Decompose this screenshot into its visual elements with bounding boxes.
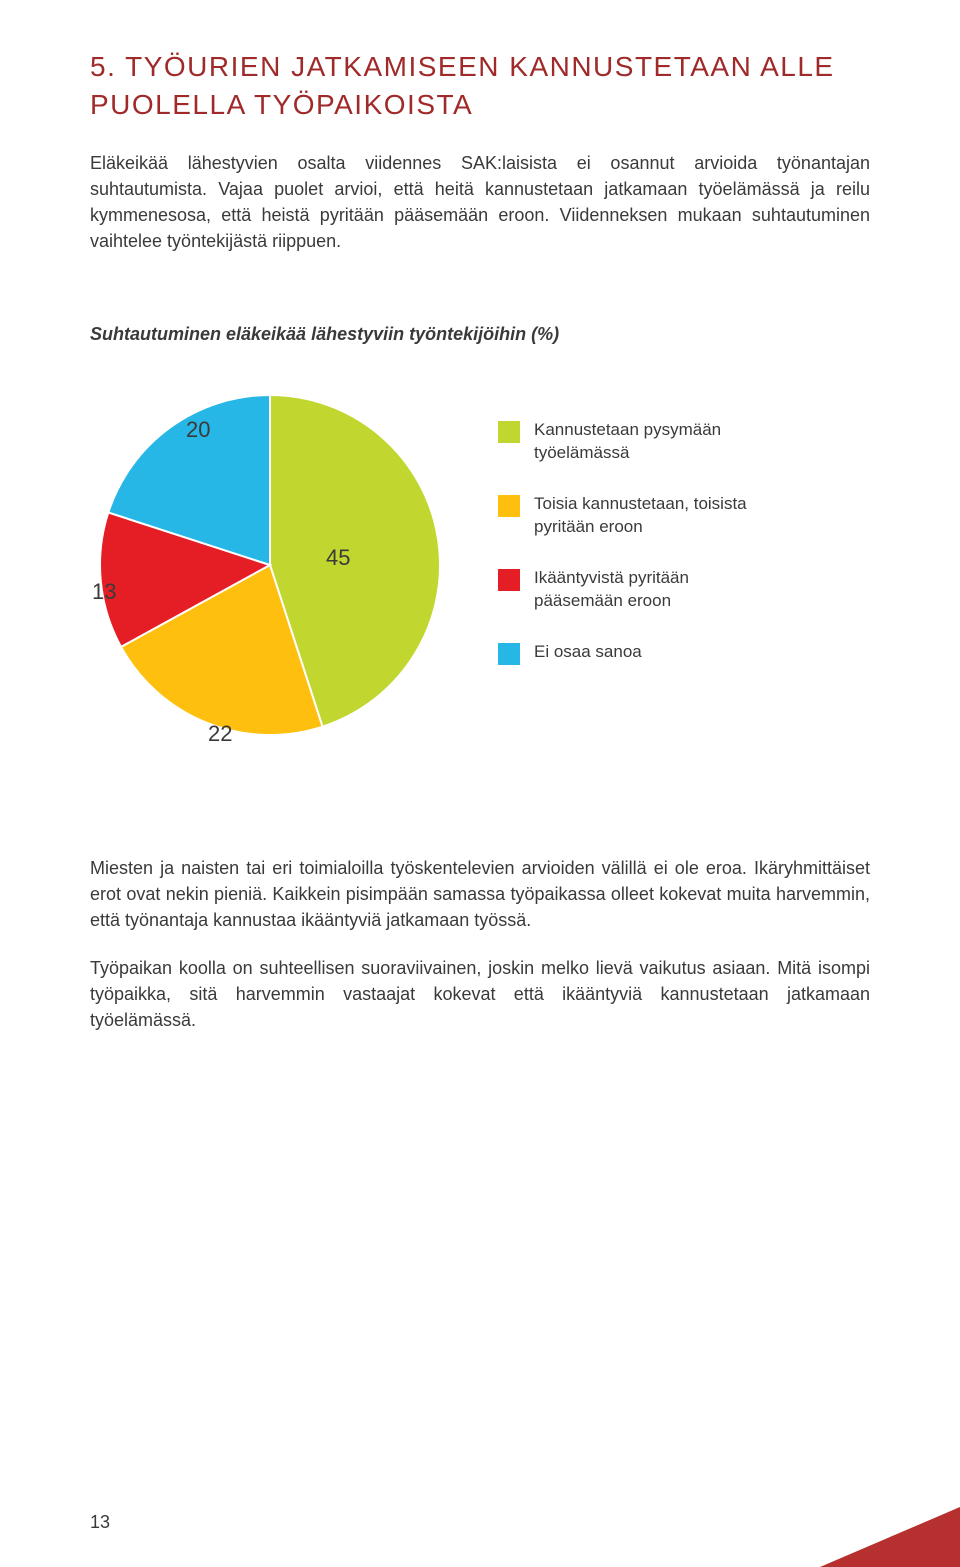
corner-decoration bbox=[820, 1507, 960, 1567]
section-title: 5. TYÖURIEN JATKAMISEEN KANNUSTETAAN ALL… bbox=[90, 48, 870, 124]
legend-swatch bbox=[498, 643, 520, 665]
body-paragraph-1: Miesten ja naisten tai eri toimialoilla … bbox=[90, 855, 870, 933]
chart-title: Suhtautuminen eläkeikää lähestyviin työn… bbox=[90, 324, 870, 345]
pie-chart: 45 22 13 20 bbox=[90, 385, 450, 745]
legend-item: Ei osaa sanoa bbox=[498, 641, 774, 665]
page-number: 13 bbox=[90, 1512, 110, 1533]
legend-label: Toisia kannustetaan, toisista pyritään e… bbox=[534, 493, 774, 539]
legend-swatch bbox=[498, 569, 520, 591]
legend-swatch bbox=[498, 421, 520, 443]
pie-slice-label: 20 bbox=[186, 417, 210, 443]
legend-label: Ikääntyvistä pyritään pääsemään eroon bbox=[534, 567, 774, 613]
legend: Kannustetaan pysymään työelämässä Toisia … bbox=[498, 419, 774, 665]
pie-slice-label: 13 bbox=[92, 579, 116, 605]
legend-item: Toisia kannustetaan, toisista pyritään e… bbox=[498, 493, 774, 539]
body-paragraph-2: Työpaikan koolla on suhteellisen suoravi… bbox=[90, 955, 870, 1033]
chart-area: 45 22 13 20 Kannustetaan pysymään työelämäs… bbox=[90, 385, 870, 745]
pie-slice-label: 45 bbox=[326, 545, 350, 571]
pie-slice-label: 22 bbox=[208, 721, 232, 747]
legend-label: Kannustetaan pysymään työelämässä bbox=[534, 419, 774, 465]
legend-label: Ei osaa sanoa bbox=[534, 641, 642, 664]
legend-item: Kannustetaan pysymään työelämässä bbox=[498, 419, 774, 465]
legend-swatch bbox=[498, 495, 520, 517]
legend-item: Ikääntyvistä pyritään pääsemään eroon bbox=[498, 567, 774, 613]
intro-paragraph: Eläkeikää lähestyvien osalta viidennes S… bbox=[90, 150, 870, 254]
